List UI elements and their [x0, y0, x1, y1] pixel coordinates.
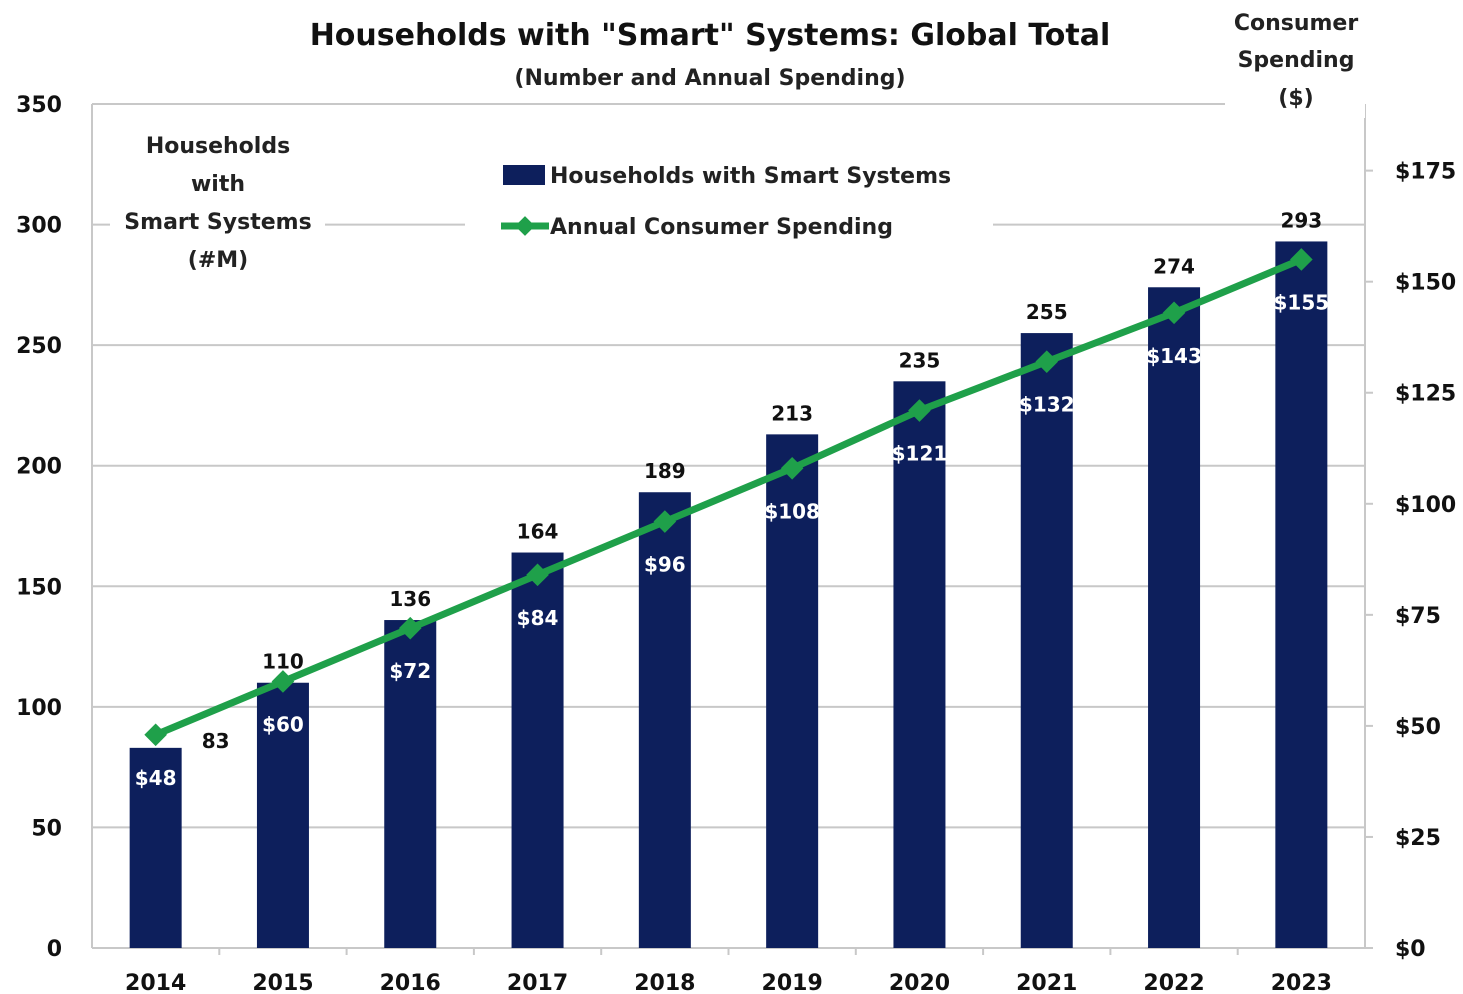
right-tick-label: $0 — [1395, 937, 1426, 962]
bar — [256, 682, 309, 948]
spending-marker — [1290, 248, 1313, 271]
spending-value-label: $155 — [1274, 290, 1330, 314]
bar — [1020, 333, 1073, 949]
right-axis-ticks: $0 $25 $50 $75 $100 $125 $150 $175 — [1365, 160, 1456, 962]
bars — [129, 241, 1328, 949]
left-axis-title-line-4: (#M) — [188, 248, 248, 273]
left-tick-label: 250 — [16, 334, 62, 359]
bar — [638, 492, 691, 948]
bar — [766, 434, 819, 948]
x-tick-label: 2014 — [125, 971, 186, 994]
spending-line-group — [144, 248, 1313, 747]
legend-label-spending: Annual Consumer Spending — [550, 215, 893, 240]
x-tick-label: 2017 — [507, 971, 568, 994]
right-axis-title: Consumer Spending ($) — [1225, 0, 1365, 118]
spending-value-label: $48 — [135, 766, 177, 790]
bar-value-label: 255 — [1026, 300, 1068, 324]
bar — [384, 620, 437, 948]
spending-value-label: $72 — [389, 659, 431, 683]
legend-background — [465, 150, 993, 250]
x-tick-label: 2023 — [1271, 971, 1332, 994]
left-tick-label: 0 — [47, 937, 62, 962]
spending-value-label: $96 — [644, 553, 686, 577]
legend-bar-swatch — [503, 165, 545, 185]
x-tick-label: 2021 — [1016, 971, 1077, 994]
bar — [893, 381, 946, 948]
right-tick-label: $150 — [1395, 271, 1456, 296]
bar — [1275, 241, 1328, 949]
left-tick-label: 200 — [16, 455, 62, 480]
legend: Households with Smart Systems Annual Con… — [465, 150, 993, 250]
spending-line — [154, 256, 1303, 739]
left-tick-label: 350 — [16, 93, 62, 118]
x-tick-label: 2022 — [1143, 971, 1204, 994]
bar-value-label: 110 — [262, 650, 304, 674]
bar-value-label: 189 — [644, 459, 686, 483]
right-tick-label: $75 — [1395, 604, 1441, 629]
x-tick-label: 2019 — [762, 971, 823, 994]
spending-value-label: $60 — [262, 712, 304, 736]
right-tick-label: $25 — [1395, 826, 1441, 851]
spending-value-label: $143 — [1146, 344, 1202, 368]
x-tick-label: 2020 — [889, 971, 950, 994]
spending-marker — [780, 456, 804, 480]
right-axis-title-line-1: Consumer — [1234, 11, 1359, 36]
spending-marker — [398, 616, 422, 640]
chart-title: Households with "Smart" Systems: Global … — [310, 18, 1111, 53]
spending-value-label: $84 — [517, 606, 559, 630]
spending-marker — [1035, 350, 1059, 373]
left-axis-title-line-3: Smart Systems — [124, 210, 311, 235]
bar — [129, 747, 182, 948]
left-axis-title-line-1: Households — [146, 134, 290, 159]
bar — [1148, 287, 1201, 949]
left-tick-label: 300 — [16, 214, 62, 239]
right-tick-label: $100 — [1395, 493, 1456, 518]
spending-value-label: $132 — [1019, 393, 1075, 417]
left-tick-label: 100 — [16, 696, 62, 721]
right-tick-label: $125 — [1395, 382, 1456, 407]
spending-marker — [1162, 301, 1186, 325]
spending-marker — [653, 510, 677, 533]
bar-value-label: 235 — [899, 348, 941, 372]
right-axis-title-line-2: Spending — [1238, 48, 1355, 73]
x-axis-ticks: 2014 2015 2016 2017 2018 2019 2020 2021 2022 2023 — [125, 948, 1332, 994]
left-axis-title: Households with Smart Systems (#M) — [110, 128, 325, 278]
bar-value-labels: 83 110 136 164 189 213 235 255 274 293 — [202, 208, 1322, 752]
legend-label-households: Households with Smart Systems — [550, 164, 951, 189]
spending-marker — [271, 670, 295, 693]
left-tick-label: 50 — [31, 816, 62, 841]
right-tick-label: $175 — [1395, 160, 1456, 185]
chart-subtitle: (Number and Annual Spending) — [514, 66, 905, 91]
spending-value-label: $121 — [892, 442, 948, 466]
left-axis-ticks: 0 50 100 150 200 250 300 350 — [16, 93, 62, 962]
bar-value-label: 213 — [771, 401, 813, 425]
bar-value-label: 136 — [389, 587, 431, 611]
bar-value-label: 274 — [1153, 254, 1195, 278]
spending-marker — [144, 723, 167, 747]
right-tick-label: $50 — [1395, 715, 1441, 740]
right-axis-title-background — [1225, 0, 1365, 118]
x-tick-label: 2015 — [252, 971, 313, 994]
spending-value-label: $108 — [764, 499, 820, 523]
right-axis-title-line-3: ($) — [1278, 86, 1313, 111]
bar — [511, 552, 564, 948]
bar-value-label: 293 — [1280, 208, 1322, 232]
spending-marker — [526, 563, 549, 587]
x-tick-label: 2016 — [380, 971, 441, 994]
x-tick-label: 2018 — [634, 971, 695, 994]
left-axis-title-background — [110, 128, 325, 278]
bar-value-label: 164 — [517, 520, 559, 544]
line-value-labels: $48 $60 $72 $84 $96 $108 $121 $132 $143 $155 — [135, 290, 1329, 789]
left-tick-label: 150 — [16, 575, 62, 600]
spending-marker — [908, 399, 931, 422]
bar-value-label: 83 — [202, 729, 230, 753]
left-axis-title-line-2: with — [191, 172, 245, 197]
